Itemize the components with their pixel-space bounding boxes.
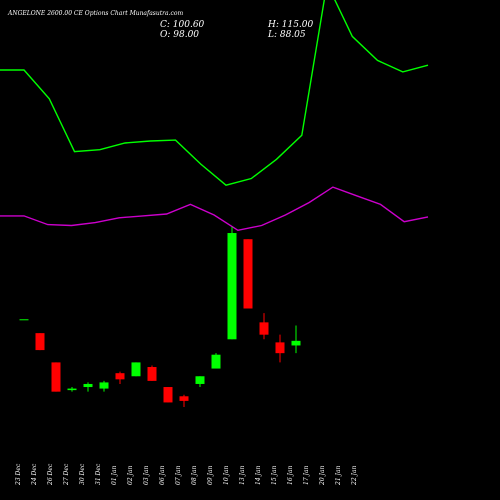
candle-body: [83, 383, 93, 388]
candle-13: [227, 226, 237, 340]
lower-indicator-line: [0, 186, 429, 232]
candle-body: [147, 367, 157, 381]
high-value: H: 115.00: [268, 20, 314, 30]
x-tick-label: 15 Jan: [271, 465, 278, 485]
x-tick-label: 17 Jan: [303, 465, 310, 485]
x-tick-label: 21 Jan: [335, 465, 342, 486]
x-tick-label: 06 Jan: [159, 465, 166, 485]
candle-body: [99, 382, 109, 389]
x-tick-label: 16 Jan: [287, 465, 294, 485]
x-tick-label: 13 Jan: [239, 465, 246, 485]
x-tick-label: 31 Dec: [95, 463, 102, 485]
candle-body: [35, 333, 45, 351]
x-tick-label: 22 Jan: [351, 465, 358, 486]
candle-5: [99, 380, 109, 392]
x-tick-label: 27 Dec: [63, 463, 70, 486]
upper-indicator-line: [0, 0, 429, 186]
x-tick-label: 08 Jan: [191, 465, 198, 485]
candle-9: [163, 387, 173, 403]
candle-16: [275, 334, 285, 363]
candle-15: [259, 313, 269, 340]
candle-17: [291, 325, 301, 354]
candle-14: [243, 239, 253, 309]
candle-8: [147, 365, 157, 381]
candle-body: [51, 362, 61, 392]
candle-6: [115, 371, 125, 384]
candle-body: [291, 340, 301, 346]
candle-body: [115, 373, 125, 380]
indicator-lines: [0, 0, 429, 232]
candle-12: [211, 353, 221, 369]
candle-11: [195, 376, 205, 388]
candle-body: [259, 322, 269, 335]
x-tick-label: 26 Dec: [47, 463, 54, 486]
chart-title: ANGELONE 2600.00 CE Options Chart Munafa…: [8, 10, 184, 17]
candle-0: [19, 319, 29, 321]
x-tick-label: 24 Dec: [31, 463, 38, 486]
candle-body: [67, 388, 77, 391]
candle-body: [131, 362, 141, 377]
candles: [19, 226, 301, 408]
candle-body: [275, 342, 285, 354]
candle-10: [179, 394, 189, 408]
x-tick-label: 01 Jan: [111, 465, 118, 485]
candle-1: [35, 333, 45, 351]
x-tick-label: 07 Jan: [175, 465, 182, 485]
x-tick-label: 09 Jan: [207, 465, 214, 485]
x-tick-label: 03 Jan: [143, 465, 150, 485]
close-value: C: 100.60: [160, 20, 205, 30]
x-tick-label: 20 Jan: [319, 465, 326, 486]
x-axis-labels: 23 Dec 24 Dec 26 Dec 27 Dec 30 Dec 31 Dec 01 J…: [15, 463, 358, 486]
candle-body: [211, 354, 221, 369]
candle-2: [51, 362, 61, 392]
candle-7: [131, 362, 141, 377]
candle-4: [83, 382, 93, 392]
candle-body: [179, 396, 189, 401]
candle-3: [67, 387, 77, 392]
x-tick-label: 30 Dec: [79, 463, 86, 485]
candle-body: [227, 233, 237, 340]
candle-body: [243, 239, 253, 309]
x-tick-label: 23 Dec: [15, 463, 22, 486]
x-tick-label: 02 Jan: [127, 465, 134, 485]
x-tick-label: 10 Jan: [223, 465, 230, 485]
candle-body: [163, 387, 173, 403]
candle-body: [195, 376, 205, 384]
candle-body: [19, 319, 29, 321]
open-value: O: 98.00: [160, 30, 200, 40]
low-value: L: 88.05: [268, 30, 306, 40]
x-tick-label: 14 Jan: [255, 465, 262, 485]
